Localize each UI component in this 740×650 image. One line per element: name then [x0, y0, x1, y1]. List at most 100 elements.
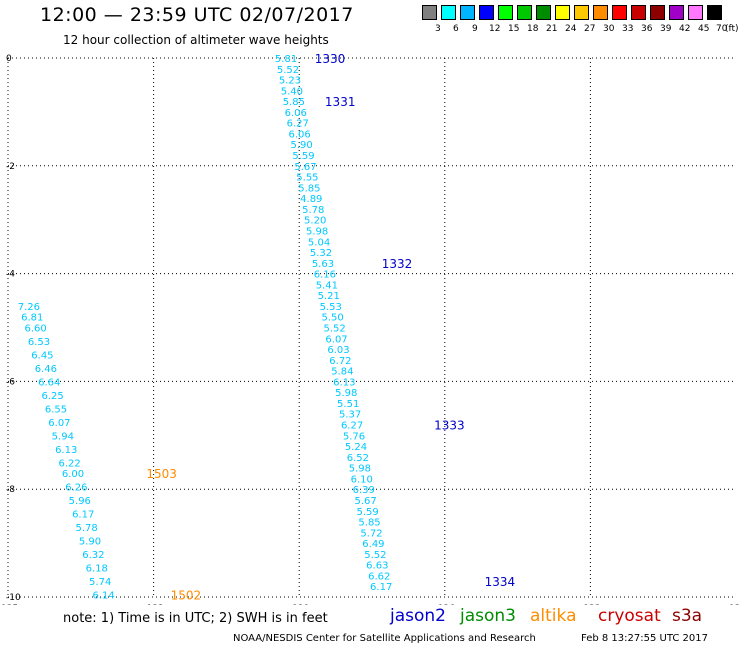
- legend-label: 24: [565, 24, 577, 34]
- units-note: note: 1) Time is in UTC; 2) SWH is in fe…: [63, 611, 328, 626]
- wave-height-value: 5.85: [298, 183, 320, 194]
- pass-time-label: 1333: [434, 419, 465, 433]
- legend-label: 3: [435, 24, 441, 34]
- lat-tick-label: -4: [6, 270, 15, 280]
- wave-height-value: 6.26: [65, 483, 87, 494]
- wave-height-value: 5.81: [275, 54, 297, 65]
- pass-time-label: 1331: [325, 95, 356, 109]
- satellite-key-altika: altika: [530, 606, 577, 626]
- wave-height-value: 5.98: [349, 464, 371, 475]
- wave-height-value: 5.72: [360, 528, 382, 539]
- legend-swatch: [460, 5, 475, 20]
- wave-height-value: 5.04: [308, 237, 330, 248]
- wave-height-value: 5.67: [294, 162, 316, 173]
- lat-tick-label: -10: [6, 593, 21, 603]
- wave-height-value: 6.63: [366, 561, 388, 572]
- wave-height-value: 6.22: [58, 458, 80, 469]
- wave-height-value: 5.74: [89, 577, 111, 588]
- wave-height-value: 6.32: [82, 550, 104, 561]
- pass-time-label: 1503: [146, 467, 177, 481]
- legend-label: 9: [472, 24, 478, 34]
- legend-swatch: [631, 5, 646, 20]
- wave-height-value: 5.96: [69, 496, 91, 507]
- wave-height-value: 5.52: [323, 324, 345, 335]
- legend-swatch: [707, 5, 722, 20]
- wave-height-value: 6.53: [28, 337, 50, 348]
- legend-label: 6: [453, 24, 459, 34]
- wave-height-value: 6.06: [289, 129, 311, 140]
- wave-height-value: 6.81: [21, 313, 43, 324]
- legend-swatch: [441, 5, 456, 20]
- legend-swatch: [422, 5, 437, 20]
- legend-label: 18: [527, 24, 539, 34]
- wave-height-value: 6.13: [55, 445, 77, 456]
- wave-height-value: 6.55: [45, 404, 67, 415]
- wave-height-value: 5.24: [345, 442, 367, 453]
- wave-height-value: 5.85: [283, 97, 305, 108]
- legend-swatch: [612, 5, 627, 20]
- legend-label: 42: [679, 24, 691, 34]
- satellite-key-jason3: jason3: [460, 606, 516, 626]
- wave-height-value: 6.03: [327, 345, 349, 356]
- wave-height-value: 6.46: [35, 364, 57, 375]
- legend-label: 30: [603, 24, 615, 34]
- credit-line: NOAA/NESDIS Center for Satellite Applica…: [233, 633, 536, 644]
- legend-label: 21: [546, 24, 558, 34]
- pass-time-labels: 1330 1331 1332 1333 1334 1503 1502: [146, 52, 515, 602]
- wave-height-value: 6.07: [325, 334, 347, 345]
- wave-height-value: 5.23: [279, 76, 301, 87]
- lon-tick-label: -123: [580, 604, 600, 605]
- wave-height-value: 5.63: [312, 259, 334, 270]
- legend-swatch: [574, 5, 589, 20]
- wave-height-value: 6.17: [370, 582, 392, 593]
- satellite-key-cryosat: cryosat: [598, 606, 661, 626]
- wave-height-value: 5.90: [79, 536, 101, 547]
- lon-tick-label: -126: [435, 604, 456, 605]
- wave-height-value: 5.40: [281, 86, 303, 97]
- wave-height-value: 6.64: [38, 377, 60, 388]
- wave-height-value: 6.10: [351, 474, 373, 485]
- wave-height-value: 5.52: [277, 65, 299, 76]
- lon-tick-label: -129: [289, 604, 310, 605]
- wave-height-value: 5.32: [310, 248, 332, 259]
- legend-label: 70: [716, 24, 728, 34]
- wave-height-value: 6.72: [329, 356, 351, 367]
- legend-label: 33: [622, 24, 634, 34]
- legend-swatch: [536, 5, 551, 20]
- map-title: 12:00 — 23:59 UTC 02/07/2017: [40, 4, 354, 26]
- wave-height-value: 6.52: [347, 453, 369, 464]
- axis-tick-labels: -135 -132 -129 -126 -123 -120 0 -2 -4 -6 -8 -10: [0, 54, 740, 605]
- wave-height-value: 7.26: [18, 302, 40, 313]
- wave-height-value: 5.51: [337, 399, 359, 410]
- wave-height-value: 5.55: [296, 173, 318, 184]
- wave-height-value: 5.50: [322, 313, 344, 324]
- altimeter-track-map: -135 -132 -129 -126 -123 -120 0 -2 -4 -6 -8 -10 5.8…: [0, 52, 740, 605]
- wave-height-value: 4.89: [300, 194, 322, 205]
- legend-swatch: [498, 5, 513, 20]
- satellite-key-jason2: jason2: [390, 606, 446, 626]
- legend-swatch: [517, 5, 532, 20]
- legend-swatch: [593, 5, 608, 20]
- wave-height-value: 5.84: [331, 367, 353, 378]
- wave-height-value: 6.25: [41, 391, 63, 402]
- legend-label: 27: [584, 24, 596, 34]
- pass-time-label: 1502: [171, 588, 202, 602]
- lon-tick-label: -135: [0, 604, 18, 605]
- wave-height-value: 5.78: [75, 523, 97, 534]
- legend-label: 12: [489, 24, 501, 34]
- lat-tick-label: -2: [6, 162, 15, 172]
- wave-height-value: 6.14: [92, 590, 114, 601]
- legend-swatch: [555, 5, 570, 20]
- wave-height-value: 6.49: [362, 539, 384, 550]
- wave-height-value: 5.85: [358, 518, 380, 529]
- wave-height-value: 5.52: [364, 550, 386, 561]
- legend-swatch: [669, 5, 684, 20]
- legend-unit: (ft): [725, 24, 739, 34]
- lat-lon-grid: [7, 57, 736, 598]
- lon-tick-label: -120: [726, 604, 740, 605]
- wave-height-value: 6.17: [72, 509, 94, 520]
- wave-height-value: 6.27: [341, 421, 363, 432]
- wave-height-value: 5.59: [356, 507, 378, 518]
- pass-time-label: 1330: [315, 52, 346, 66]
- wave-height-value: 6.16: [314, 270, 336, 281]
